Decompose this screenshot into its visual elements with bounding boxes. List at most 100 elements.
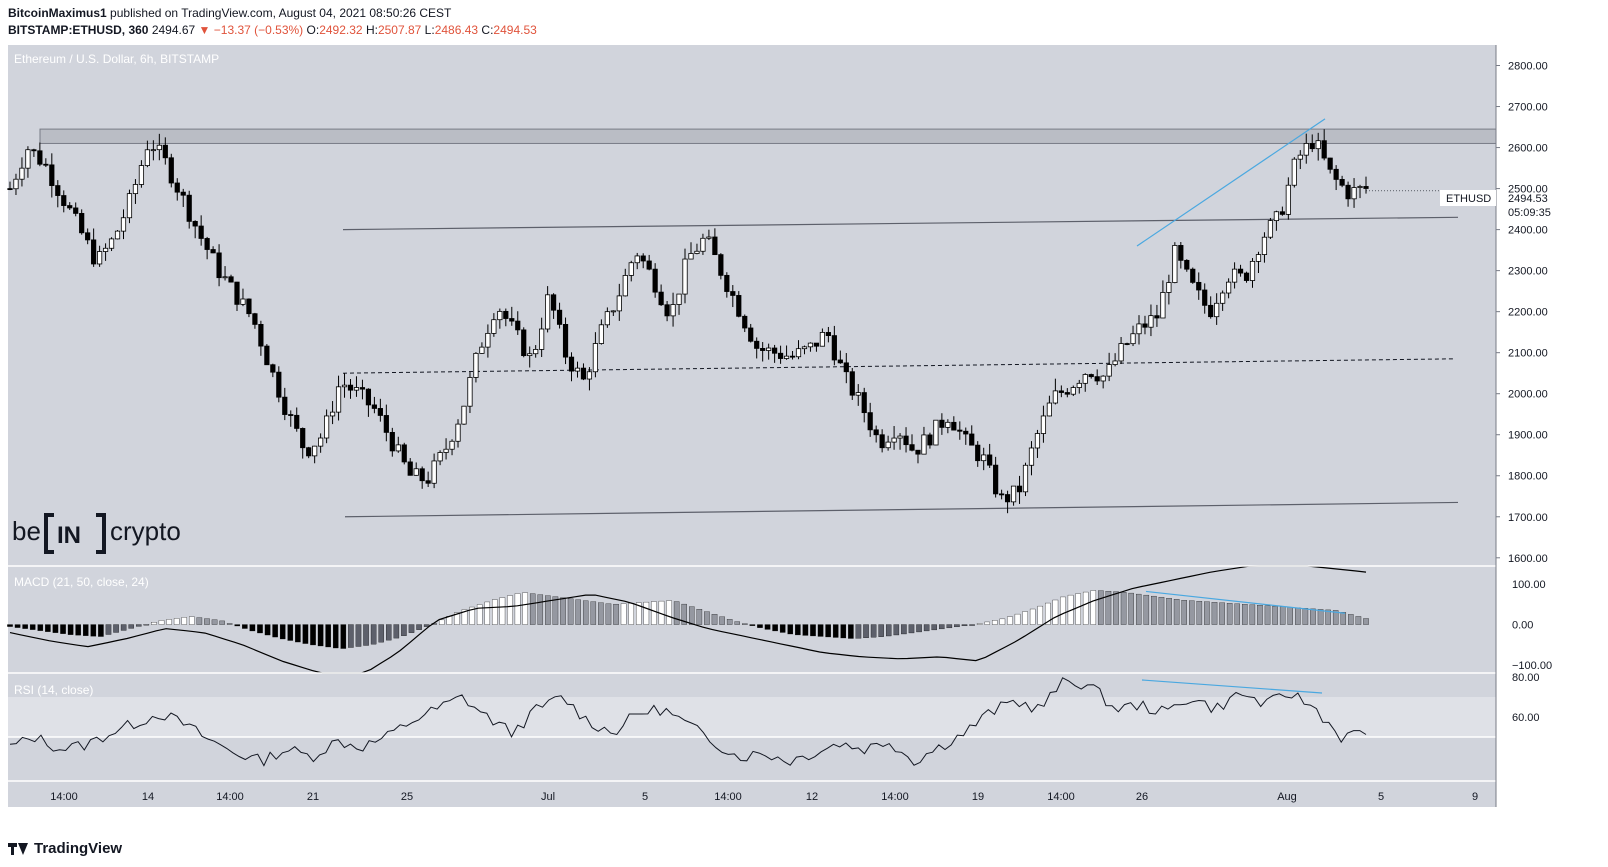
candle-body — [861, 392, 867, 414]
candle-body — [479, 346, 485, 354]
candle-body — [114, 230, 121, 240]
candle — [777, 345, 784, 364]
candle — [1315, 132, 1321, 161]
candle — [556, 302, 563, 329]
candle-body — [670, 304, 676, 317]
candle — [1208, 296, 1214, 319]
macd-histogram-bar — [757, 624, 763, 628]
time-tick-label: Aug — [1277, 791, 1297, 803]
candle — [91, 228, 97, 267]
candle — [1004, 490, 1011, 514]
candle-body — [85, 232, 91, 241]
author-name[interactable]: BitcoinMaximus1 — [8, 6, 107, 20]
price-tick-label: 1900.00 — [1508, 430, 1548, 442]
macd-histogram-bar — [105, 624, 112, 635]
candle — [491, 313, 497, 337]
candle — [1142, 315, 1148, 335]
candle — [1052, 378, 1058, 405]
candle — [568, 352, 575, 382]
macd-histogram-bar — [848, 624, 854, 639]
candle — [294, 407, 300, 432]
macd-histogram-bar — [332, 624, 339, 649]
candle-body — [1220, 292, 1226, 304]
candle — [652, 263, 658, 298]
candle-body — [407, 461, 413, 476]
candle-body — [819, 332, 826, 347]
tradingview-footer[interactable]: TradingView — [8, 840, 122, 857]
candle — [353, 376, 360, 397]
rsi-pane[interactable] — [8, 677, 1496, 767]
low-label: L: — [424, 23, 435, 37]
candle-body — [300, 428, 306, 449]
macd-histogram-bar — [1105, 590, 1112, 625]
candle-body — [801, 346, 808, 350]
macd-tick-label: 0.00 — [1512, 620, 1533, 632]
watermark-mid: IN — [57, 522, 81, 549]
macd-histogram-bar — [726, 619, 733, 625]
macd-histogram-bar — [643, 601, 650, 625]
candle-body — [19, 167, 25, 180]
candle-body — [640, 255, 646, 262]
macd-histogram-bar — [1029, 608, 1036, 625]
candle — [831, 325, 837, 366]
candle-body — [395, 444, 401, 452]
candle — [425, 471, 431, 488]
candle — [252, 312, 258, 329]
candle-body — [294, 414, 300, 429]
candle-body — [1034, 433, 1041, 449]
candle — [216, 244, 222, 287]
candle — [604, 307, 610, 328]
candle — [1154, 304, 1160, 327]
macd-histogram-bar — [1014, 613, 1021, 625]
candle-body — [951, 421, 957, 431]
candle-body — [855, 392, 861, 396]
candle — [300, 427, 306, 459]
candle — [383, 404, 389, 442]
macd-tick-label: 100.00 — [1512, 579, 1546, 591]
macd-pane[interactable] — [7, 565, 1369, 674]
candle-body — [461, 405, 467, 425]
candle — [1237, 264, 1244, 277]
open-value: 2492.32 — [319, 23, 363, 37]
candle — [999, 489, 1005, 500]
candle-body — [73, 207, 79, 214]
candle-body — [31, 149, 37, 152]
macd-histogram-bar — [931, 624, 937, 631]
candle-body — [389, 431, 395, 452]
macd-histogram-bar — [1037, 605, 1044, 625]
macd-histogram-bar — [832, 624, 839, 638]
candle-body — [688, 253, 694, 260]
macd-histogram-bar — [522, 592, 528, 625]
candle-body — [1094, 376, 1100, 382]
candle — [1321, 129, 1327, 161]
candle — [1172, 242, 1178, 284]
macd-histogram-bar — [22, 624, 28, 629]
candle-body — [1249, 260, 1256, 281]
candle-body — [1016, 485, 1023, 493]
candle — [258, 320, 264, 356]
candle — [646, 254, 652, 271]
macd-histogram-bar — [393, 624, 400, 639]
candle — [437, 450, 443, 466]
macd-histogram-bar — [1355, 616, 1362, 625]
candle-body — [449, 440, 455, 450]
macd-histogram-bar — [1098, 590, 1104, 625]
price-change: −13.37 (−0.53%) — [213, 23, 304, 37]
candle-body — [754, 340, 760, 349]
candle — [126, 189, 133, 224]
candle — [1303, 133, 1309, 164]
candle — [7, 181, 13, 191]
candle-body — [556, 309, 563, 325]
candle — [1046, 395, 1053, 417]
macd-histogram-bar — [1295, 607, 1301, 625]
candle-body — [1004, 494, 1011, 503]
candle — [634, 252, 640, 270]
candle — [993, 456, 999, 498]
time-tick-label: 9 — [1472, 791, 1478, 803]
candle-body — [813, 342, 820, 347]
macd-histogram-bar — [772, 624, 778, 632]
candle — [503, 308, 509, 327]
candle-body — [1178, 245, 1184, 261]
price-tick-label: 2300.00 — [1508, 266, 1548, 278]
